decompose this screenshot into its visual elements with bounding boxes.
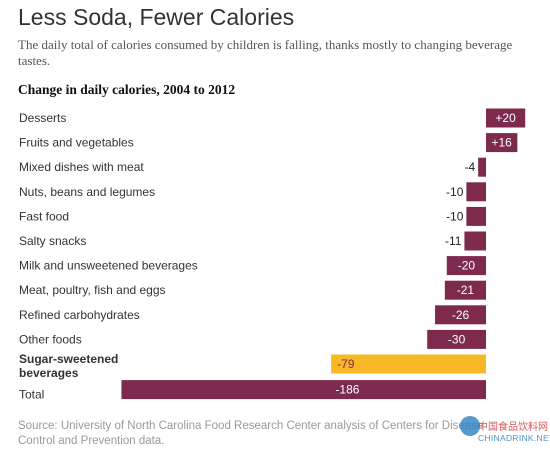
value-label-total: -186	[335, 383, 359, 397]
category-label-line: Sugar-sweetened	[19, 352, 118, 366]
watermark-site-name: CHINADRINK.NET	[478, 433, 550, 443]
watermark-chinese-text: 中国食品饮料网	[478, 422, 548, 433]
category-label-salty-snacks: Salty snacks	[19, 234, 86, 248]
category-label-other-foods: Other foods	[19, 332, 82, 346]
value-label-other-foods: -30	[448, 332, 466, 346]
bar-desserts	[486, 108, 526, 128]
source-note: Source: University of North Carolina Foo…	[18, 420, 484, 447]
category-label-total: Total	[19, 388, 44, 402]
watermark-logo-icon	[460, 416, 480, 436]
site-watermark: 中国食品饮料网 CHINADRINK.NET	[460, 414, 550, 448]
chart-subtitle: The daily total of calories consumed by …	[18, 37, 513, 68]
category-label-fruits-and-vegetables: Fruits and vegetables	[19, 136, 134, 150]
bar-other-foods	[427, 329, 486, 349]
value-label-mixed-dishes-with-meat: -4	[464, 160, 475, 174]
value-label-refined-carbohydrates: -26	[452, 308, 470, 322]
category-label-milk-and-unsweetened-beverages: Milk and unsweetened beverages	[19, 259, 198, 273]
category-label-desserts: Desserts	[19, 111, 66, 125]
category-label-mixed-dishes-with-meat: Mixed dishes with meat	[19, 160, 144, 174]
bar-meat-poultry-fish-and-eggs	[444, 280, 486, 300]
value-label-desserts: +20	[495, 111, 516, 125]
chart-title: Less Soda, Fewer Calories	[18, 4, 295, 30]
bar-nuts-beans-and-legumes	[466, 182, 486, 202]
value-label-meat-poultry-fish-and-eggs: -21	[457, 283, 475, 297]
value-label-salty-snacks: -11	[445, 234, 462, 248]
value-label-milk-and-unsweetened-beverages: -20	[458, 259, 476, 273]
bar-fast-food	[466, 206, 486, 226]
bar-fruits-and-vegetables	[486, 133, 518, 153]
category-label-sugar-sweetened-beverages: Sugar-sweetened beverages	[19, 352, 118, 380]
category-label-refined-carbohydrates: Refined carbohydrates	[19, 308, 140, 322]
value-label-nuts-beans-and-legumes: -10	[446, 185, 464, 199]
value-label-fast-food: -10	[446, 209, 464, 223]
bar-mixed-dishes-with-meat	[478, 157, 486, 177]
category-label-line: beverages	[19, 366, 79, 380]
category-label-meat-poultry-fish-and-eggs: Meat, poultry, fish and eggs	[19, 283, 166, 297]
bar-sugar-sweetened-beverages	[331, 354, 486, 374]
bar-refined-carbohydrates	[435, 305, 486, 325]
bar-milk-and-unsweetened-beverages	[446, 256, 486, 276]
value-label-fruits-and-vegetables: +16	[492, 136, 513, 150]
chart-heading: Change in daily calories, 2004 to 2012	[18, 82, 236, 97]
category-label-nuts-beans-and-legumes: Nuts, beans and legumes	[19, 185, 155, 199]
bar-total	[121, 380, 486, 400]
category-label-fast-food: Fast food	[19, 209, 69, 223]
value-label-sugar-sweetened-beverages: -79	[337, 357, 355, 371]
bar-salty-snacks	[464, 231, 486, 251]
